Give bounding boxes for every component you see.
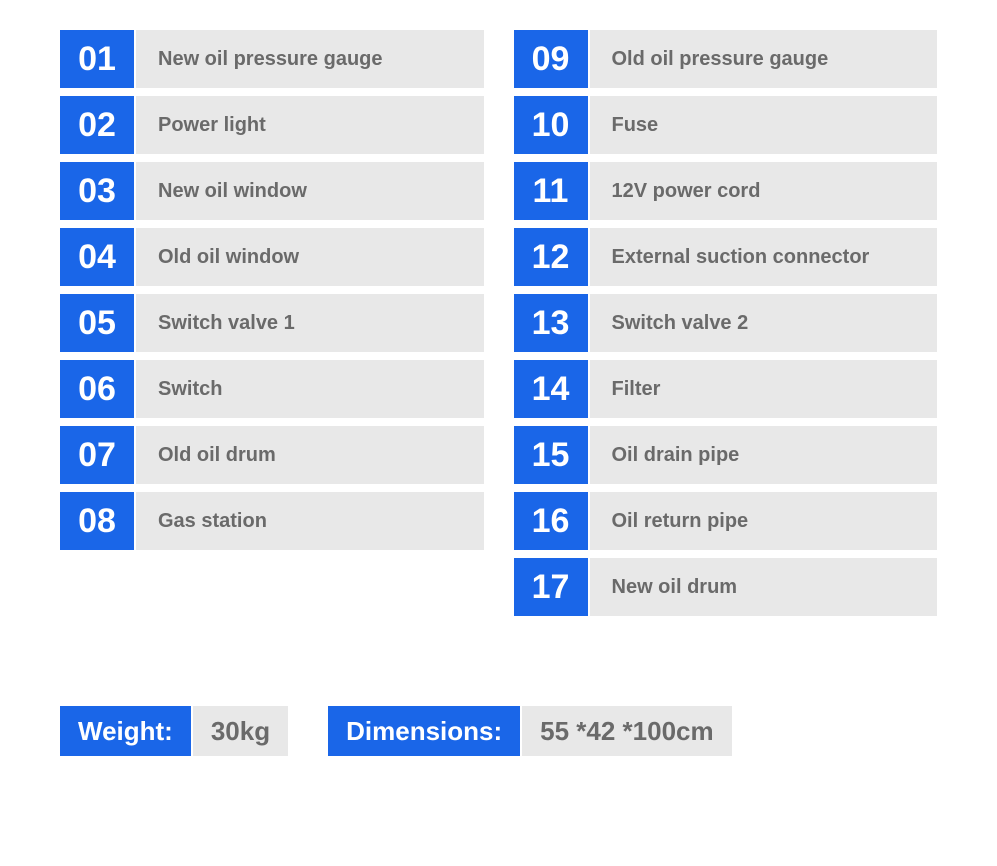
list-item: 03 New oil window — [60, 162, 484, 220]
item-number: 01 — [60, 30, 134, 88]
item-number: 17 — [514, 558, 588, 616]
dimensions-spec: Dimensions: 55 *42 *100cm — [328, 706, 732, 756]
list-item: 15 Oil drain pipe — [514, 426, 938, 484]
item-number: 15 — [514, 426, 588, 484]
item-number: 12 — [514, 228, 588, 286]
item-label: Old oil drum — [136, 426, 484, 484]
item-number: 02 — [60, 96, 134, 154]
item-number: 13 — [514, 294, 588, 352]
item-label: Gas station — [136, 492, 484, 550]
list-item: 10 Fuse — [514, 96, 938, 154]
item-number: 16 — [514, 492, 588, 550]
list-item: 06 Switch — [60, 360, 484, 418]
list-item: 11 12V power cord — [514, 162, 938, 220]
list-item: 02 Power light — [60, 96, 484, 154]
item-number: 08 — [60, 492, 134, 550]
weight-spec: Weight: 30kg — [60, 706, 288, 756]
item-label: Fuse — [590, 96, 938, 154]
list-item: 05 Switch valve 1 — [60, 294, 484, 352]
item-number: 05 — [60, 294, 134, 352]
item-label: Old oil pressure gauge — [590, 30, 938, 88]
left-column: 01 New oil pressure gauge 02 Power light… — [60, 30, 484, 616]
item-number: 09 — [514, 30, 588, 88]
parts-list-container: 01 New oil pressure gauge 02 Power light… — [60, 30, 937, 616]
list-item: 08 Gas station — [60, 492, 484, 550]
item-label: Oil return pipe — [590, 492, 938, 550]
item-label: External suction connector — [590, 228, 938, 286]
list-item: 04 Old oil window — [60, 228, 484, 286]
specs-container: Weight: 30kg Dimensions: 55 *42 *100cm — [60, 706, 937, 756]
list-item: 13 Switch valve 2 — [514, 294, 938, 352]
item-number: 06 — [60, 360, 134, 418]
item-number: 04 — [60, 228, 134, 286]
item-label: Switch — [136, 360, 484, 418]
spec-key: Weight: — [60, 706, 191, 756]
item-label: Switch valve 1 — [136, 294, 484, 352]
item-label: New oil pressure gauge — [136, 30, 484, 88]
right-column: 09 Old oil pressure gauge 10 Fuse 11 12V… — [514, 30, 938, 616]
item-label: Oil drain pipe — [590, 426, 938, 484]
item-number: 14 — [514, 360, 588, 418]
spec-value: 55 *42 *100cm — [522, 706, 731, 756]
list-item: 14 Filter — [514, 360, 938, 418]
list-item: 12 External suction connector — [514, 228, 938, 286]
item-label: Switch valve 2 — [590, 294, 938, 352]
item-number: 11 — [514, 162, 588, 220]
item-label: 12V power cord — [590, 162, 938, 220]
list-item: 01 New oil pressure gauge — [60, 30, 484, 88]
list-item: 17 New oil drum — [514, 558, 938, 616]
spec-key: Dimensions: — [328, 706, 520, 756]
item-label: New oil drum — [590, 558, 938, 616]
list-item: 09 Old oil pressure gauge — [514, 30, 938, 88]
item-label: Filter — [590, 360, 938, 418]
item-number: 03 — [60, 162, 134, 220]
item-label: Power light — [136, 96, 484, 154]
item-label: Old oil window — [136, 228, 484, 286]
item-number: 10 — [514, 96, 588, 154]
item-number: 07 — [60, 426, 134, 484]
list-item: 07 Old oil drum — [60, 426, 484, 484]
list-item: 16 Oil return pipe — [514, 492, 938, 550]
spec-value: 30kg — [193, 706, 288, 756]
item-label: New oil window — [136, 162, 484, 220]
